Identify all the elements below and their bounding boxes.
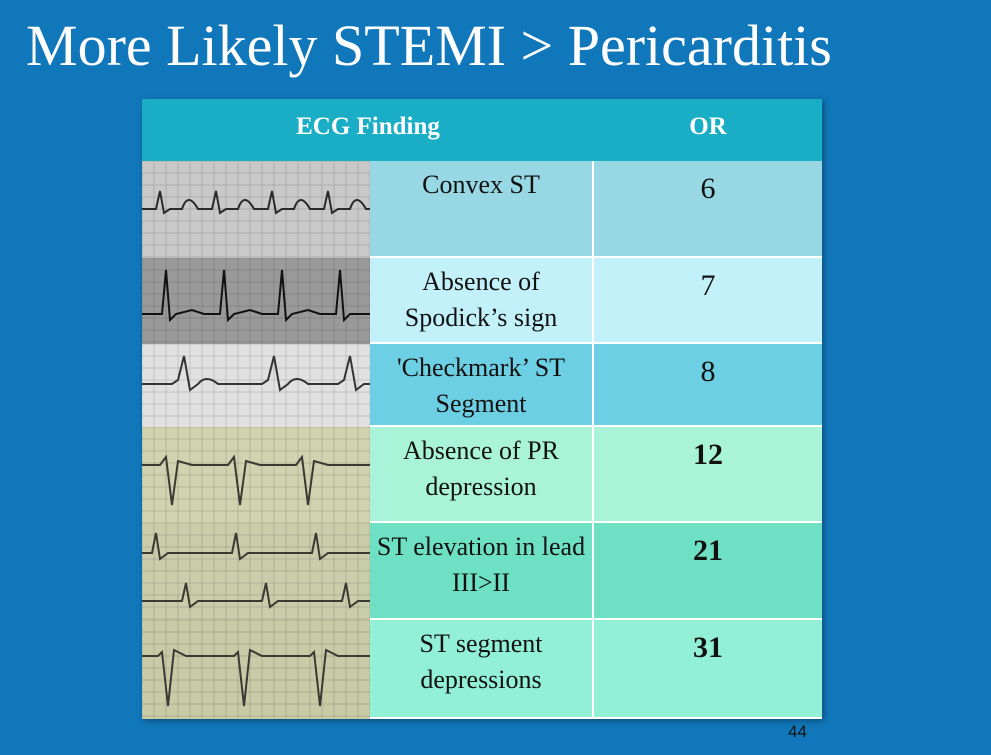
ecg-waveform-icon	[142, 161, 370, 258]
finding-cell: Absence of Spodick’s sign	[370, 258, 594, 344]
ecg-strip-image	[142, 620, 370, 719]
ecg-strip-image	[142, 161, 370, 258]
odds-ratio-cell: 12	[594, 427, 822, 523]
ecg-strip-image	[142, 427, 370, 523]
finding-cell: ST elevation in lead III>II	[370, 523, 594, 620]
table-row: Convex ST 6	[142, 161, 822, 258]
ecg-strip-image	[142, 344, 370, 427]
finding-cell: Convex ST	[370, 161, 594, 258]
odds-ratio-cell: 8	[594, 344, 822, 427]
ecg-waveform-icon	[142, 523, 370, 620]
header-ecg-finding: ECG Finding	[296, 113, 440, 140]
odds-ratio-cell: 21	[594, 523, 822, 620]
ecg-waveform-icon	[142, 258, 370, 344]
table-row: 'Checkmark’ ST Segment 8	[142, 344, 822, 427]
odds-ratio-cell: 7	[594, 258, 822, 344]
page-number: 44	[788, 722, 807, 741]
odds-ratio-cell: 31	[594, 620, 822, 719]
ecg-waveform-icon	[142, 427, 370, 523]
table-row: Absence of Spodick’s sign 7	[142, 258, 822, 344]
table-row: ST segment depressions 31	[142, 620, 822, 719]
odds-ratio-cell: 6	[594, 161, 822, 258]
table-header-row: ECG Finding OR	[142, 99, 822, 161]
ecg-waveform-icon	[142, 620, 370, 719]
finding-cell: 'Checkmark’ ST Segment	[370, 344, 594, 427]
finding-cell: ST segment depressions	[370, 620, 594, 719]
slide-title: More Likely STEMI > Pericarditis	[26, 13, 832, 78]
ecg-odds-ratio-table: ECG Finding OR Convex ST 6 Absence of Sp…	[142, 99, 822, 719]
header-odds-ratio: OR	[689, 113, 727, 140]
finding-cell: Absence of PR depression	[370, 427, 594, 523]
ecg-strip-image	[142, 258, 370, 344]
table-row: Absence of PR depression 12	[142, 427, 822, 523]
table-row: ST elevation in lead III>II 21	[142, 523, 822, 620]
ecg-waveform-icon	[142, 344, 370, 427]
ecg-strip-image	[142, 523, 370, 620]
